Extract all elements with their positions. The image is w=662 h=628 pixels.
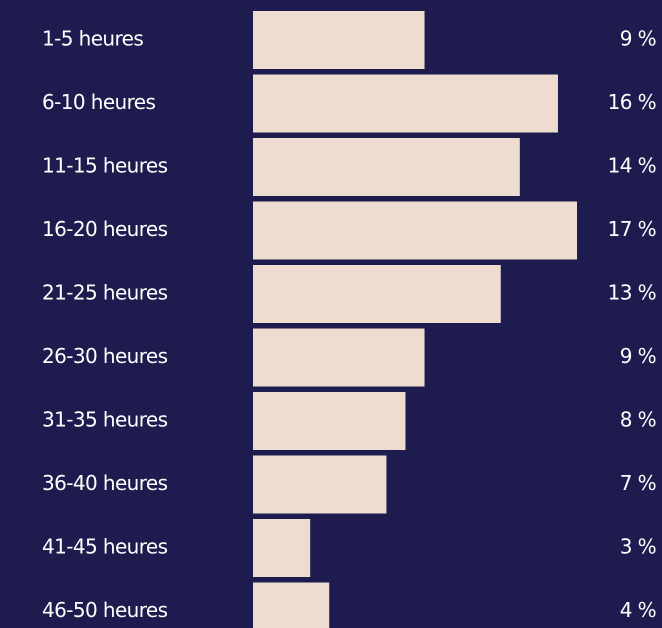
value-label: 13 % <box>608 281 656 305</box>
category-label: 16-20 heures <box>42 217 168 241</box>
bar <box>253 265 501 323</box>
value-label: 3 % <box>620 535 656 559</box>
bar <box>253 392 406 450</box>
bar <box>253 328 425 387</box>
value-label: 9 % <box>620 27 656 51</box>
category-label: 41-45 heures <box>42 535 168 559</box>
value-label: 17 % <box>608 217 656 241</box>
category-label: 26-30 heures <box>42 344 168 368</box>
category-label: 21-25 heures <box>42 281 168 305</box>
bar <box>253 11 425 69</box>
bar <box>253 74 558 133</box>
category-label: 46-50 heures <box>42 598 168 622</box>
value-label: 9 % <box>620 344 656 368</box>
value-label: 8 % <box>620 408 656 432</box>
category-label: 11-15 heures <box>42 154 168 178</box>
category-label: 1-5 heures <box>42 27 143 51</box>
bar <box>253 201 577 260</box>
category-label: 31-35 heures <box>42 408 168 432</box>
category-label: 6-10 heures <box>42 90 155 114</box>
value-label: 14 % <box>608 154 656 178</box>
value-label: 16 % <box>608 90 656 114</box>
bar <box>253 138 520 196</box>
bar <box>253 582 330 628</box>
value-label: 4 % <box>620 598 656 622</box>
bar <box>253 455 387 514</box>
category-label: 36-40 heures <box>42 471 168 495</box>
bar <box>253 519 311 577</box>
value-label: 7 % <box>620 471 656 495</box>
